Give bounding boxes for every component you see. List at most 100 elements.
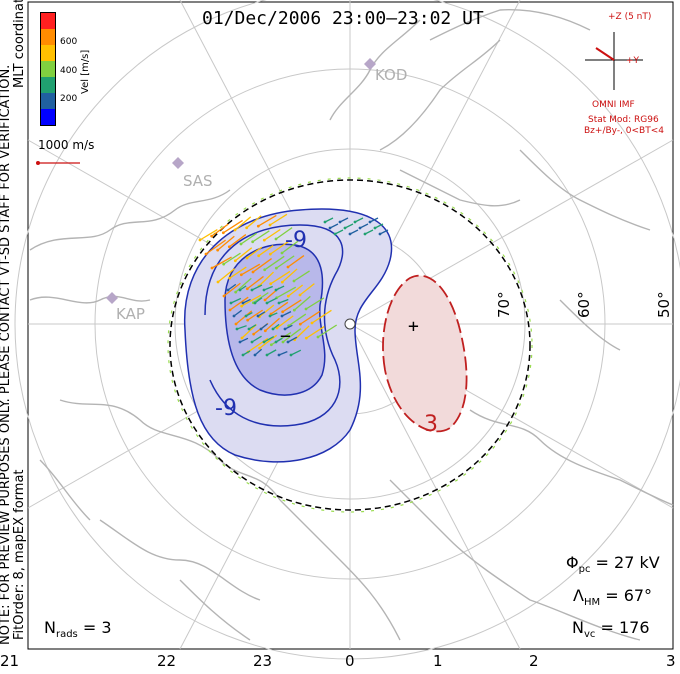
velocity-vector: [258, 214, 277, 227]
velocity-vector: [266, 349, 277, 356]
vector-origin: [222, 294, 226, 298]
vector-origin: [280, 280, 284, 284]
vector-origin: [304, 336, 308, 340]
velocity-vector: [217, 268, 236, 283]
mlt-tick-2: 2: [529, 652, 539, 670]
velocity-vector: [252, 292, 269, 304]
vector-origin: [280, 251, 284, 255]
velocity-vector: [227, 283, 237, 291]
vector-origin: [210, 266, 214, 270]
vector-origin: [373, 226, 377, 230]
vector-origin: [234, 290, 238, 294]
mlt-tick-3: 3: [666, 652, 676, 670]
vector-origin: [281, 310, 285, 314]
velocity-vector: [258, 245, 274, 257]
vector-origin: [262, 340, 266, 344]
vector-origin: [323, 220, 327, 224]
velocity-vector: [364, 229, 374, 235]
vector-count: Nvc = 176: [572, 618, 650, 641]
latitude-label-50: 50°: [655, 291, 673, 318]
vector-origin: [310, 321, 314, 325]
velocity-vector: [276, 286, 297, 299]
vector-origin: [226, 288, 230, 292]
vector-origin: [262, 288, 266, 292]
vector-origin: [251, 270, 255, 274]
velocity-vector: [247, 309, 264, 321]
vector-origin: [338, 220, 342, 224]
negative-cell-symbol: −: [280, 326, 291, 347]
colorbar-band: [41, 93, 55, 109]
velocity-vector: [334, 229, 344, 235]
vector-origin: [238, 288, 242, 292]
velocity-vector: [246, 275, 264, 290]
velocity-vector: [287, 336, 298, 343]
velocity-vector: [223, 252, 241, 265]
velocity-vector: [234, 216, 252, 231]
velocity-vector: [324, 217, 334, 223]
vector-origin: [269, 343, 273, 347]
velocity-vector: [339, 217, 349, 223]
velocity-vector: [282, 328, 302, 343]
contour-label-positive: 3: [424, 412, 438, 437]
vector-origin: [204, 252, 208, 256]
colorbar-tick-200: 200: [60, 94, 78, 104]
vector-origin: [271, 327, 275, 331]
hm-boundary: [169, 179, 531, 511]
velocity-vector: [222, 219, 243, 234]
vector-origin: [229, 301, 233, 305]
velocity-vector: [239, 337, 249, 343]
contour-label-bottom: -9: [215, 396, 237, 421]
velocity-vector: [258, 304, 275, 318]
vector-origin: [269, 282, 273, 286]
velocity-vector: [293, 270, 310, 282]
velocity-vector: [246, 246, 263, 259]
vector-origin: [286, 265, 290, 269]
vector-origin: [253, 353, 257, 357]
velocity-vector: [305, 325, 325, 339]
vector-origin: [286, 294, 290, 298]
vector-origin: [378, 232, 382, 236]
vector-origin: [245, 287, 249, 291]
velocity-vector: [275, 227, 293, 240]
velocity-colorbar: [40, 12, 56, 126]
velocity-vector: [278, 298, 289, 304]
velocity-vector: [294, 325, 310, 341]
vector-origin: [256, 224, 260, 228]
vector-origin: [333, 232, 337, 236]
vector-origin: [216, 280, 220, 284]
velocity-vector: [259, 334, 278, 349]
vector-origin: [228, 276, 232, 280]
vector-origin: [259, 327, 263, 331]
mlt-tick-0: 0: [345, 652, 355, 670]
negative-cell-inner: [224, 243, 326, 396]
velocity-vector: [263, 228, 281, 241]
colorbar-band: [41, 109, 55, 125]
vector-origin: [246, 318, 250, 322]
vector-origin: [348, 232, 352, 236]
vector-origin: [281, 340, 285, 344]
vector-origin: [268, 223, 272, 227]
station-markers: [106, 58, 376, 304]
velocity-vector: [251, 335, 262, 343]
velocity-vector: [278, 351, 288, 356]
velocity-vector: [287, 284, 304, 297]
positive-cell-symbol: +: [408, 316, 419, 337]
vector-origin: [247, 327, 251, 331]
velocity-vector: [305, 297, 325, 310]
vector-origin: [244, 314, 248, 318]
vector-origin: [234, 322, 238, 326]
vector-origin: [227, 245, 231, 249]
mlt-tick-23: 23: [253, 652, 273, 670]
station-kap: KAP: [116, 305, 145, 323]
velocity-vector: [287, 255, 305, 268]
velocity-vector: [281, 311, 292, 317]
vector-origin: [268, 252, 272, 256]
velocity-vector: [369, 217, 379, 223]
vector-origin: [263, 268, 267, 272]
vector-origin: [265, 353, 269, 357]
velocity-vectors: [198, 213, 389, 357]
vector-origin: [245, 226, 249, 230]
station-kod: KOD: [375, 66, 408, 84]
imf-condition: Bz+/By-, 0<BT<4: [584, 126, 664, 136]
velocity-vector: [281, 268, 298, 283]
